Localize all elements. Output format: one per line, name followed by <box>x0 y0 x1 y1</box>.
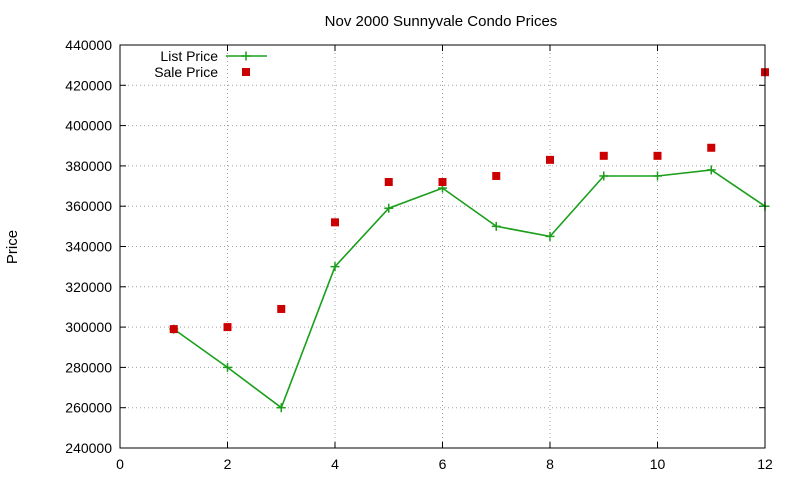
legend-marker <box>242 68 250 76</box>
y-tick-label: 420000 <box>65 77 112 93</box>
data-point <box>384 203 394 213</box>
y-tick-label: 240000 <box>65 440 112 456</box>
data-point <box>706 165 716 175</box>
chart-title: Nov 2000 Sunnyvale Condo Prices <box>325 13 558 30</box>
y-tick-label: 260000 <box>65 400 112 416</box>
x-tick-label: 2 <box>224 456 232 472</box>
y-axis-label: Price <box>4 230 21 264</box>
x-tick-label: 10 <box>650 456 666 472</box>
plot-frame <box>119 44 766 449</box>
legend-marker <box>241 51 251 61</box>
data-point <box>491 221 501 231</box>
y-tick-label: 440000 <box>65 37 112 53</box>
plot-series <box>169 68 770 413</box>
data-point <box>599 171 609 181</box>
y-tick-label: 320000 <box>65 279 112 295</box>
data-point <box>223 362 232 372</box>
data-point <box>653 171 662 181</box>
data-point <box>438 178 447 187</box>
data-point <box>330 262 340 272</box>
x-tick-label: 4 <box>331 456 339 472</box>
data-point <box>545 231 555 241</box>
y-tick-label: 340000 <box>65 239 112 255</box>
axis-ticks: 0 2 4 6 8 10 12 240000 260000 280000 300000 320000 3… <box>65 37 773 472</box>
series-2 <box>169 68 769 334</box>
x-tick-label: 0 <box>116 456 124 472</box>
data-point <box>599 151 608 160</box>
y-tick-label: 400000 <box>65 118 112 134</box>
data-point <box>276 403 286 413</box>
data-point <box>653 151 662 160</box>
data-point <box>331 218 339 227</box>
series-line <box>173 169 766 409</box>
y-tick-label: 300000 <box>65 319 112 335</box>
data-point <box>223 323 232 332</box>
data-point <box>492 171 501 180</box>
x-tick-label: 8 <box>546 456 554 472</box>
y-tick-label: 280000 <box>65 359 112 375</box>
data-point <box>277 304 286 313</box>
data-point <box>384 178 393 187</box>
data-point <box>546 155 554 164</box>
legend-label: Sale Price <box>154 64 218 80</box>
x-tick-label: 12 <box>757 456 773 472</box>
y-tick-label: 360000 <box>65 198 112 214</box>
data-point <box>707 143 716 152</box>
grid <box>120 45 765 448</box>
legend-label: List Price <box>160 48 218 64</box>
data-point <box>169 325 178 334</box>
x-tick-label: 6 <box>439 456 447 472</box>
series-1 <box>169 165 770 413</box>
y-tick-label: 380000 <box>65 158 112 174</box>
